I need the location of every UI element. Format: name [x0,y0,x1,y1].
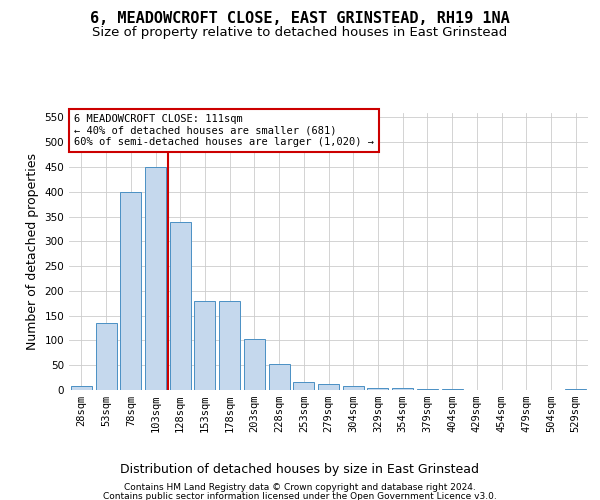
Bar [194,301,215,390]
Y-axis label: Number of detached properties: Number of detached properties [26,153,39,350]
Bar [219,301,240,390]
Bar [318,384,339,390]
Text: Contains public sector information licensed under the Open Government Licence v3: Contains public sector information licen… [103,492,497,500]
Bar [244,339,265,390]
Text: Size of property relative to detached houses in East Grinstead: Size of property relative to detached ho… [92,26,508,39]
Bar [170,222,191,390]
Bar [367,388,388,390]
Bar [269,364,290,390]
Text: Contains HM Land Registry data © Crown copyright and database right 2024.: Contains HM Land Registry data © Crown c… [124,484,476,492]
Text: 6 MEADOWCROFT CLOSE: 111sqm
← 40% of detached houses are smaller (681)
60% of se: 6 MEADOWCROFT CLOSE: 111sqm ← 40% of det… [74,114,374,147]
Bar [71,386,92,390]
Text: Distribution of detached houses by size in East Grinstead: Distribution of detached houses by size … [121,462,479,475]
Text: 6, MEADOWCROFT CLOSE, EAST GRINSTEAD, RH19 1NA: 6, MEADOWCROFT CLOSE, EAST GRINSTEAD, RH… [90,11,510,26]
Bar [392,388,413,390]
Bar [95,323,116,390]
Bar [417,388,438,390]
Bar [565,388,586,390]
Bar [120,192,141,390]
Bar [442,389,463,390]
Bar [293,382,314,390]
Bar [145,167,166,390]
Bar [343,386,364,390]
